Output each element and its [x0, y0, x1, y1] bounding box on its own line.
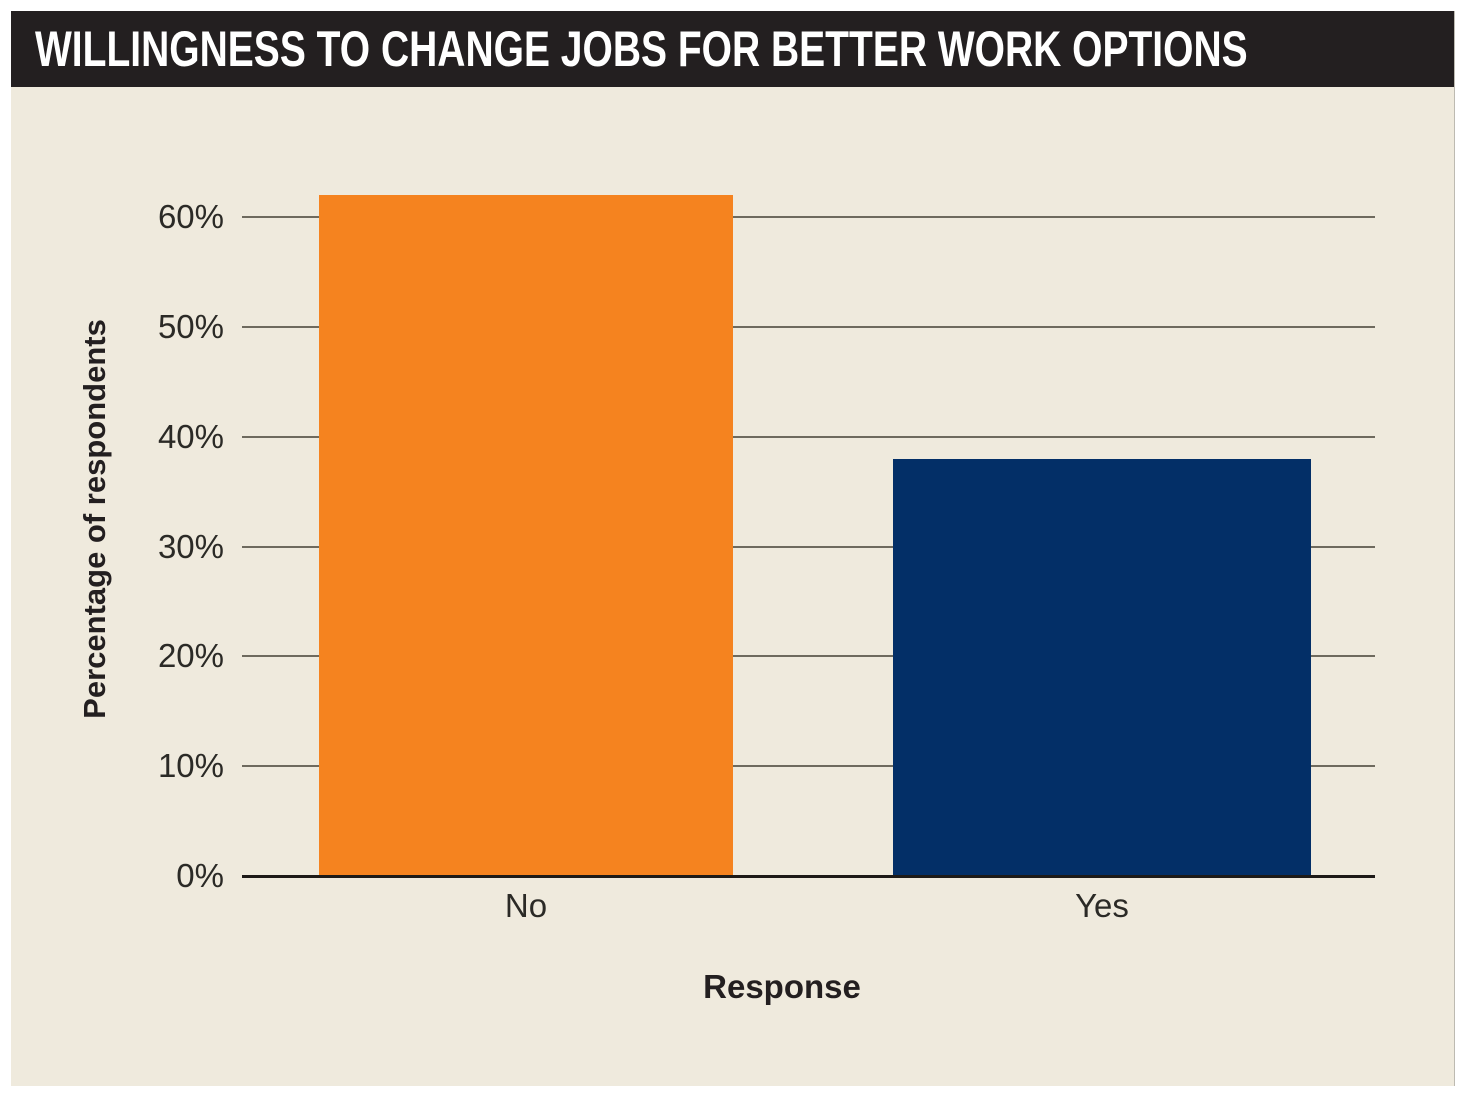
x-category-label-no: No: [504, 887, 548, 924]
y-tick-label-0: 0%: [176, 857, 224, 894]
chart-panel: WILLINGNESS TO CHANGE JOBS FOR BETTER WO…: [11, 11, 1455, 1086]
y-tick-label-20: 20%: [157, 637, 224, 674]
gridline-20%: [242, 655, 1375, 657]
gridline-60%: [242, 216, 1375, 218]
y-tick-label-40: 40%: [157, 418, 224, 455]
gridline-50%: [242, 326, 1375, 328]
y-tick-label-30: 30%: [157, 528, 224, 565]
y-tick-label-50: 50%: [157, 308, 224, 345]
bar-yes: [893, 459, 1311, 876]
bar-chart: Percentage of respondents Response 0% 10%…: [11, 87, 1454, 1086]
gridline-40%: [242, 436, 1375, 438]
gridline-30%: [242, 546, 1375, 548]
x-axis-title: Response: [703, 968, 861, 1005]
x-category-label-yes: Yes: [1075, 887, 1129, 924]
gridline-10%: [242, 765, 1375, 767]
chart-title: WILLINGNESS TO CHANGE JOBS FOR BETTER WO…: [35, 21, 1248, 77]
y-tick-label-60: 60%: [157, 198, 224, 235]
x-axis-line: [242, 875, 1375, 878]
bar-no: [319, 195, 733, 876]
y-tick-label-10: 10%: [157, 747, 224, 784]
chart-title-bar: WILLINGNESS TO CHANGE JOBS FOR BETTER WO…: [11, 11, 1454, 87]
